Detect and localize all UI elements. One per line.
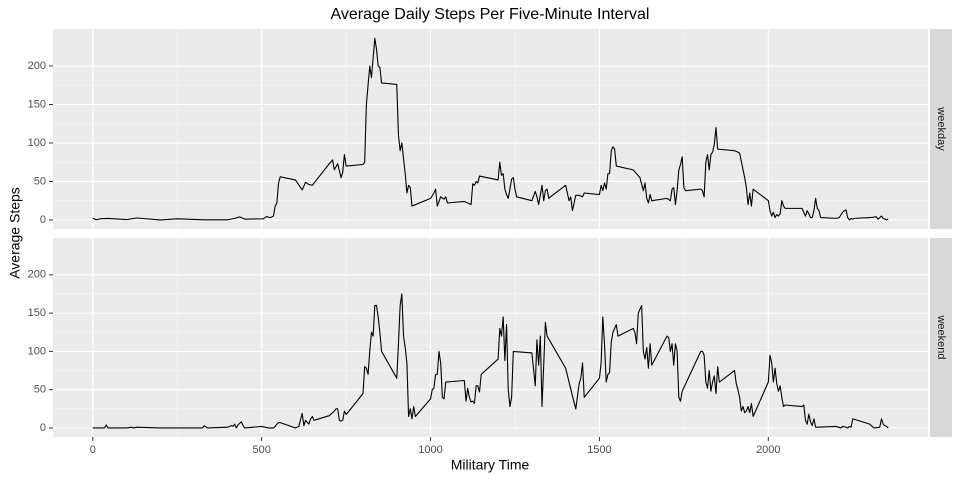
x-tick-label: 500 [252, 444, 270, 456]
x-tick-label: 1000 [418, 444, 442, 456]
y-tick-label: 150 [28, 307, 46, 319]
panel-background [53, 238, 928, 437]
strip-background [930, 29, 952, 229]
y-tick-label: 100 [28, 137, 46, 149]
y-tick-label: 50 [34, 175, 46, 187]
y-tick-label: 200 [28, 269, 46, 281]
data-line [92, 37, 889, 221]
y-tick-label: 50 [34, 384, 46, 396]
strip-background [930, 238, 952, 437]
data-line [92, 293, 889, 429]
y-tick-label: 100 [28, 345, 46, 357]
chart-title: Average Daily Steps Per Five-Minute Inte… [331, 6, 650, 23]
y-tick-label: 150 [28, 98, 46, 110]
x-axis-title: Military Time [451, 457, 530, 473]
x-tick-label: 2000 [756, 444, 780, 456]
y-tick-label: 200 [28, 60, 46, 72]
x-tick-label: 1500 [587, 444, 611, 456]
y-tick-label: 0 [40, 422, 46, 434]
strip-label: weekend [935, 314, 947, 359]
panel-background [53, 29, 928, 229]
y-axis-title: Average Steps [7, 187, 23, 279]
strip-label: weekday [935, 106, 947, 151]
y-tick-label: 0 [40, 214, 46, 226]
x-tick-label: 0 [90, 444, 96, 456]
